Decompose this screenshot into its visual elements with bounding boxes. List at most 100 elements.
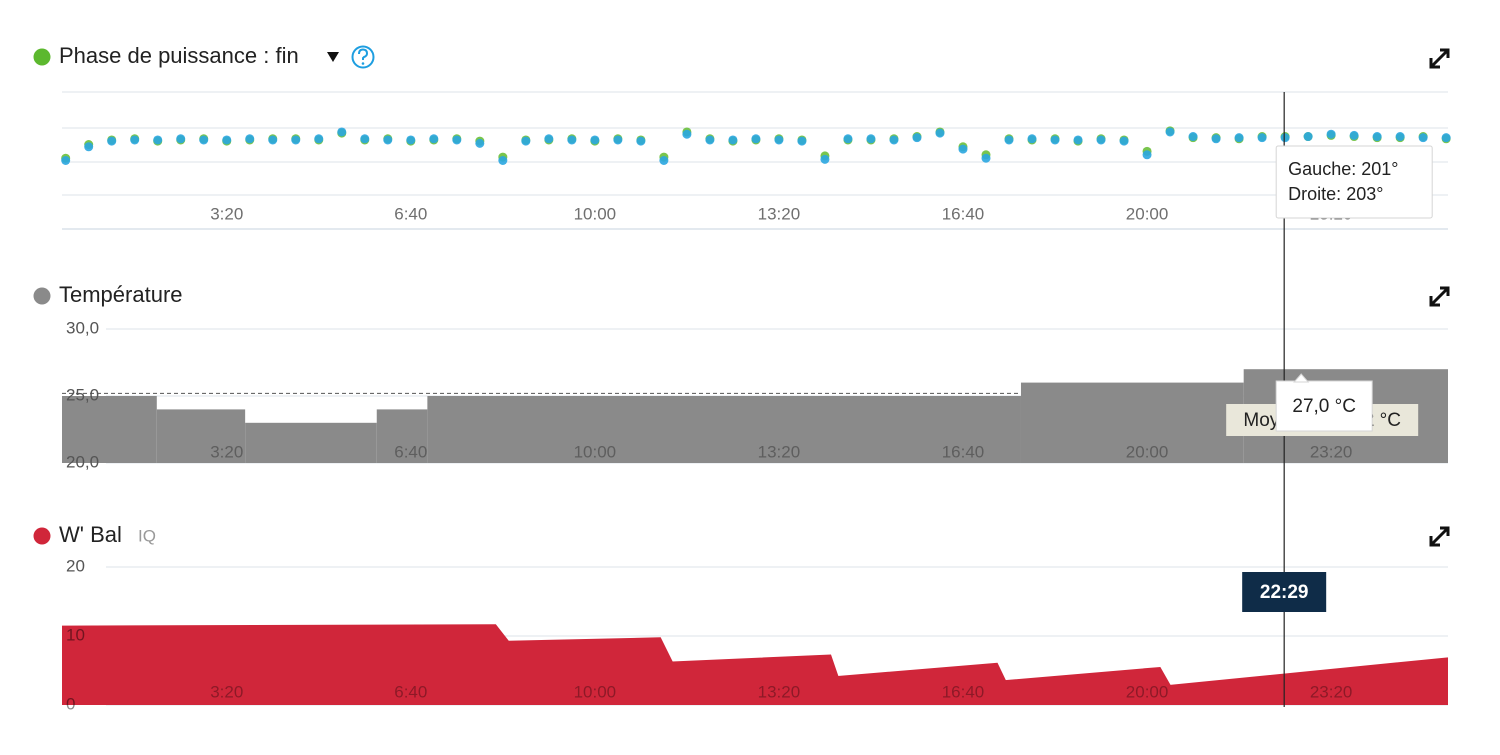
point [728,135,738,145]
step-area [156,409,246,463]
tooltip-arrow [1293,373,1310,383]
point [1326,129,1336,139]
point [222,135,232,145]
area-line [61,624,1449,687]
point [84,142,94,152]
point [1050,135,1060,145]
x-tick-label: 16:40 [942,442,985,461]
expand-icon[interactable] [1429,48,1450,69]
x-tick-label: 13:20 [758,204,801,223]
expand-icons [1429,48,1450,547]
point [935,128,945,138]
point [1211,134,1221,144]
x-tick-label: 16:40 [942,204,985,223]
point [590,135,600,145]
point [130,135,140,145]
y-tick-label: 20 [66,556,85,575]
point [153,135,163,145]
point [1418,133,1428,143]
x-tick-label: 3:20 [210,442,243,461]
point [521,136,531,146]
y-tick-label: 30,0 [66,318,99,337]
x-tick-label: 23:20 [1310,442,1353,461]
help-dot[interactable] [361,62,365,65]
x-tick-label: 3:20 [210,682,243,701]
legend-dot [33,48,51,66]
point [337,127,347,137]
point [1004,135,1014,145]
step-area [1020,382,1244,463]
help-circle[interactable] [351,45,375,69]
x-tick-label: 20:00 [1126,682,1169,701]
expand-icon[interactable] [1429,286,1450,307]
point [383,135,393,145]
x-tick-label: 13:20 [758,442,801,461]
cursor-label-box [1242,572,1327,612]
x-tick-label: 10:00 [574,442,617,461]
point [544,134,554,144]
point [291,135,301,145]
tooltip-line: Gauche: 201° [1288,159,1398,179]
point [613,135,623,145]
x-tick-label: 10:00 [574,204,617,223]
legend-dot [33,527,51,545]
point [176,134,186,144]
point [659,156,669,165]
x-tick-label: 6:40 [394,442,427,461]
y-tick-label: 10 [66,625,85,644]
point [1073,135,1083,145]
x-tick-label: 16:40 [942,682,985,701]
expand-icon[interactable] [1429,526,1450,547]
help-icon[interactable] [351,45,375,69]
point [429,134,439,144]
point [866,134,876,144]
y-tick-label: 0 [66,694,75,713]
point [199,135,209,145]
point [314,134,324,144]
help-glyph[interactable] [358,48,369,61]
point [1027,134,1037,144]
point [1395,132,1405,142]
step-area [376,409,428,463]
point [1165,127,1175,137]
tooltip-line: 27,0 °C [1292,396,1356,417]
x-tick-label: 13:20 [758,682,801,701]
step-area [245,422,377,463]
point [636,136,646,146]
point [1280,133,1290,143]
chart-title: W' Bal [59,522,122,547]
point [843,134,853,144]
x-tick-label: 6:40 [394,682,427,701]
point [820,154,830,164]
point [682,129,692,139]
step-area [62,396,157,463]
legend-dot [33,287,51,305]
badge: IQ [138,526,156,545]
y-tick-label: 20,0 [66,452,99,471]
point [245,134,255,144]
point [475,138,485,148]
tooltip-line: Droite: 203° [1288,184,1383,204]
point [958,144,968,154]
point [912,133,922,143]
x-tick-label: 23:20 [1310,682,1353,701]
point [1303,132,1313,142]
point [797,136,807,146]
tooltip-box [1275,145,1433,219]
point [1234,133,1244,143]
x-tick-label: 20:00 [1126,204,1169,223]
tooltip-box [1275,380,1373,432]
x-tick-label: 3:20 [210,204,243,223]
x-tick-label: 20:00 [1126,442,1169,461]
x-tick-label: 10:00 [574,682,617,701]
point [1188,132,1198,142]
point [751,134,761,144]
point [981,153,991,163]
point [567,135,577,145]
point [705,135,715,145]
dropdown-arrow[interactable] [327,52,339,62]
point [498,156,508,165]
y-tick-label: 25,0 [66,385,99,404]
point [360,134,370,144]
